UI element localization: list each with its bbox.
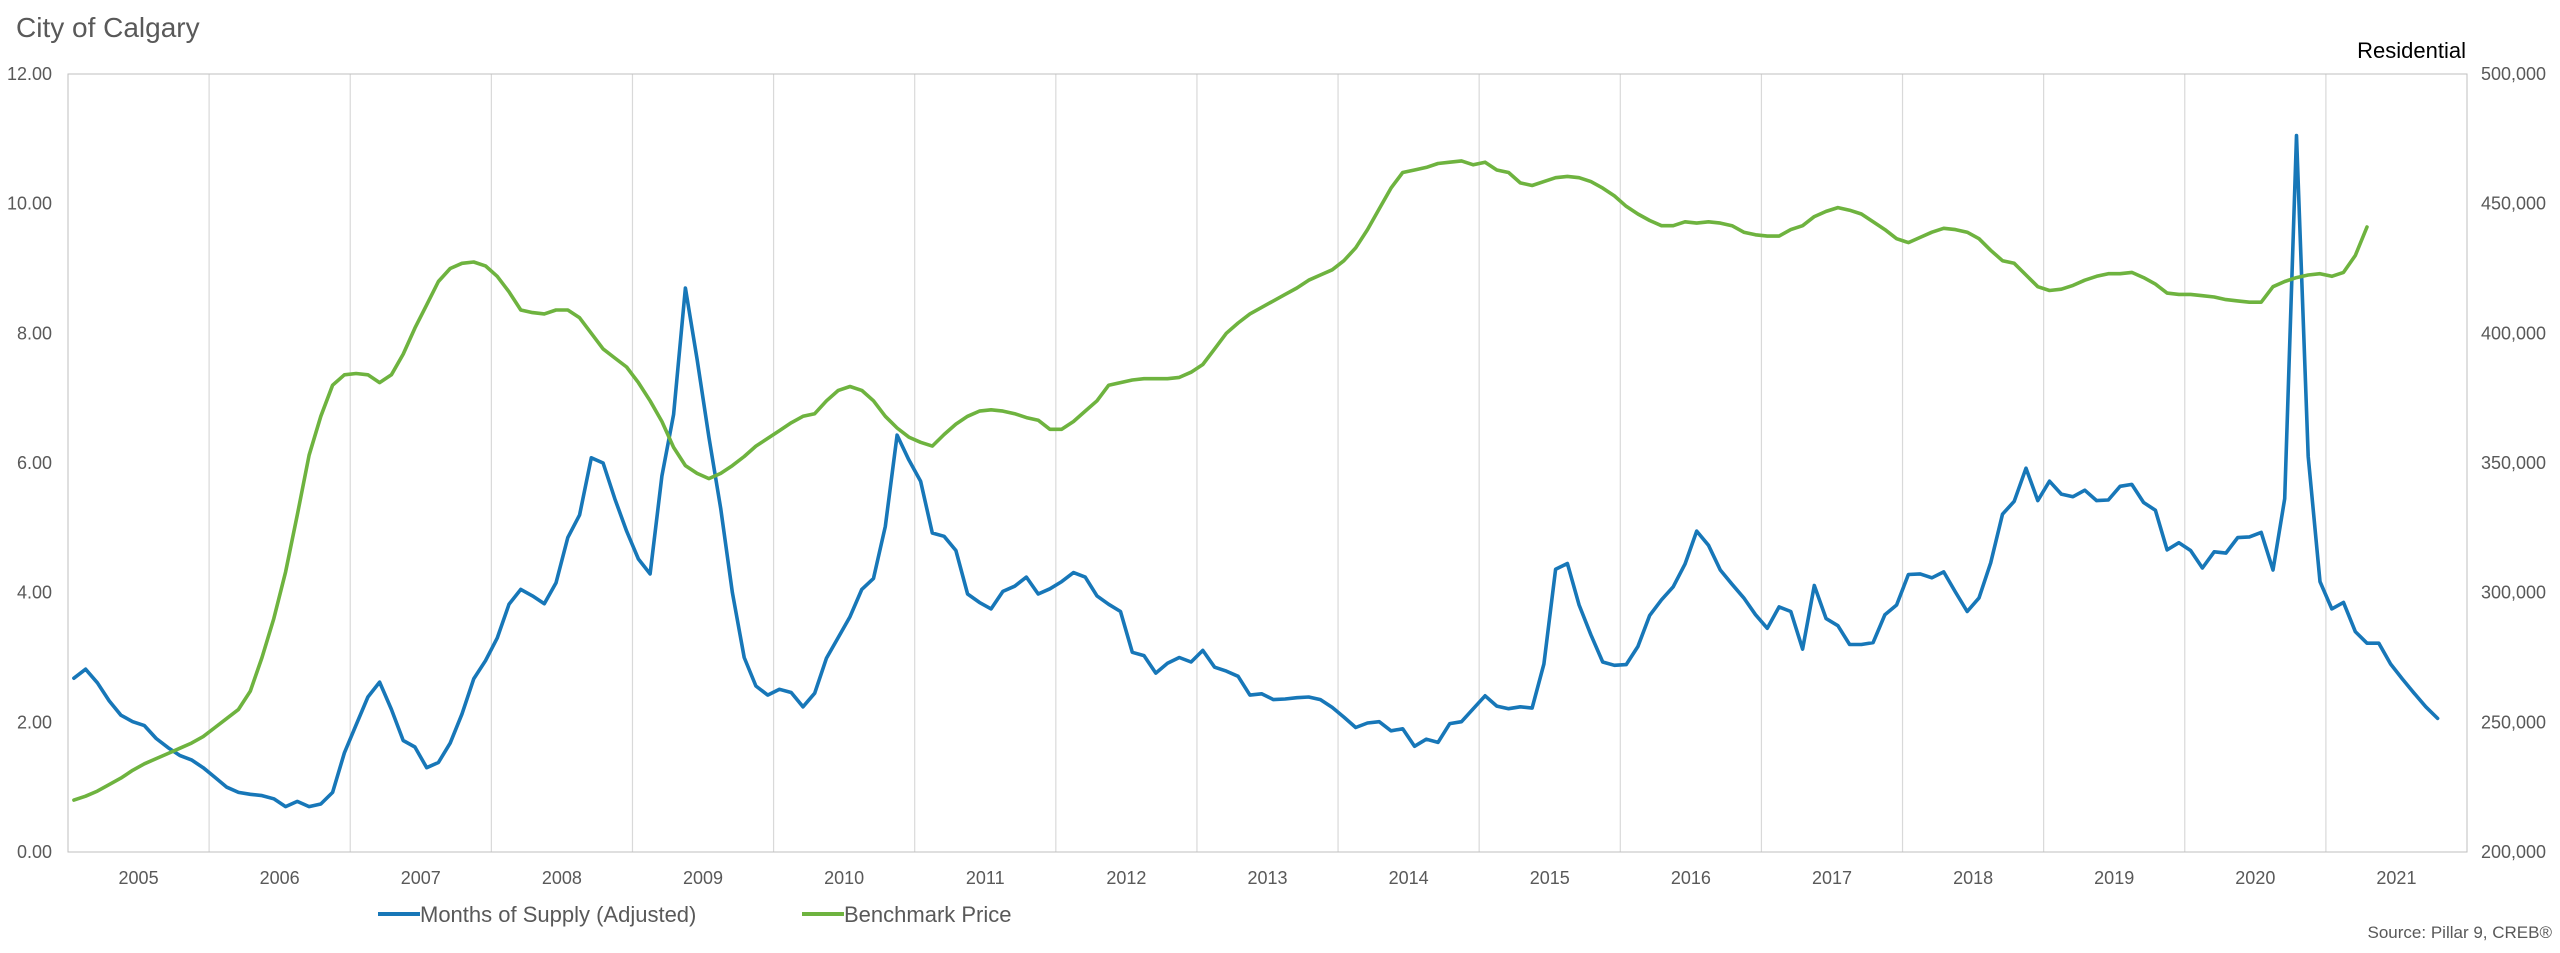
y-right-tick-label: 400,000 xyxy=(2481,323,2546,343)
x-tick-label: 2013 xyxy=(1247,868,1287,888)
x-tick-label: 2012 xyxy=(1106,868,1146,888)
legend-label: Benchmark Price xyxy=(844,902,1012,927)
x-tick-label: 2019 xyxy=(2094,868,2134,888)
y-left-tick-label: 6.00 xyxy=(17,453,52,473)
legend-label: Months of Supply (Adjusted) xyxy=(420,902,696,927)
x-tick-label: 2006 xyxy=(260,868,300,888)
plot-frame xyxy=(67,73,2468,853)
x-tick-label: 2021 xyxy=(2376,868,2416,888)
series-lines xyxy=(72,133,2440,809)
y-right-tick-label: 250,000 xyxy=(2481,712,2546,732)
x-tick-label: 2011 xyxy=(966,868,1005,888)
y-left-tick-label: 12.00 xyxy=(7,64,52,84)
x-tick-label: 2007 xyxy=(401,868,441,888)
y-left-tick-label: 2.00 xyxy=(17,712,52,732)
x-tick-label: 2020 xyxy=(2235,868,2275,888)
series-line-benchmark-price xyxy=(72,159,2369,802)
y-right-tick-label: 450,000 xyxy=(2481,194,2546,214)
y-right-tick-label: 500,000 xyxy=(2481,64,2546,84)
y-left-tick-label: 0.00 xyxy=(17,842,52,862)
vertical-gridlines xyxy=(208,74,2327,852)
x-tick-label: 2017 xyxy=(1812,868,1852,888)
x-tick-label: 2016 xyxy=(1671,868,1711,888)
chart-subtitle: Residential xyxy=(2357,38,2466,63)
y-right-tick-label: 200,000 xyxy=(2481,842,2546,862)
x-tick-label: 2014 xyxy=(1389,868,1429,888)
x-tick-label: 2009 xyxy=(683,868,723,888)
y-left-tick-label: 10.00 xyxy=(7,194,52,214)
y-right-tick-label: 350,000 xyxy=(2481,453,2546,473)
y-left-tick-label: 8.00 xyxy=(17,323,52,343)
y-left-tick-label: 4.00 xyxy=(17,583,52,603)
chart-title: City of Calgary xyxy=(16,12,200,43)
x-tick-label: 2015 xyxy=(1530,868,1570,888)
source-note: Source: Pillar 9, CREB® xyxy=(2367,923,2552,942)
x-tick-label: 2010 xyxy=(824,868,864,888)
x-tick-label: 2005 xyxy=(119,868,159,888)
legend: Months of Supply (Adjusted) Benchmark Pri… xyxy=(378,902,1012,927)
y-right-tick-label: 300,000 xyxy=(2481,583,2546,603)
axes: 2005 2006 2007 2008 2009 2010 2011 2012 2013 2014… xyxy=(7,64,2546,888)
x-tick-label: 2018 xyxy=(1953,868,1993,888)
x-tick-label: 2008 xyxy=(542,868,582,888)
series-line-months-of-supply-adjusted- xyxy=(72,133,2440,809)
